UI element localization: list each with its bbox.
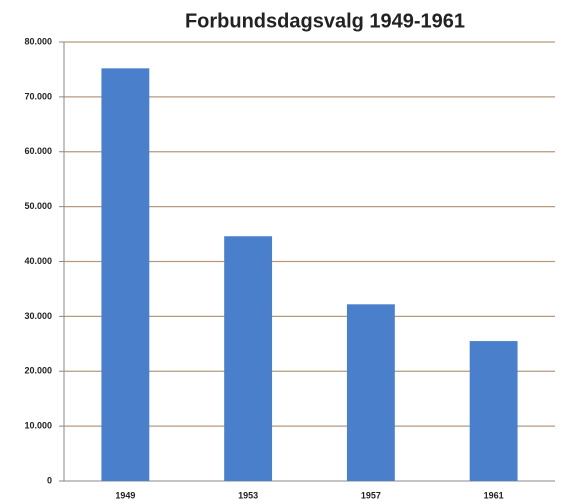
y-tick-label: 20.000 (24, 366, 52, 376)
y-tick-label: 60.000 (24, 146, 52, 156)
bar (224, 236, 273, 481)
bar (469, 341, 518, 481)
y-tick-label: 50.000 (24, 201, 52, 211)
y-tick-label: 40.000 (24, 256, 52, 266)
y-tick-label: 70.000 (24, 91, 52, 101)
x-tick-label: 1953 (238, 490, 258, 500)
chart-title: Forbundsdagsvalg 1949-1961 (185, 10, 465, 32)
bar (101, 68, 150, 481)
y-tick-label: 30.000 (24, 311, 52, 321)
y-tick-label: 80.000 (24, 36, 52, 46)
x-tick-label: 1961 (484, 490, 504, 500)
x-tick-label: 1949 (115, 490, 135, 500)
bar (346, 304, 395, 481)
x-tick-label: 1957 (361, 490, 381, 500)
y-tick-label: 10.000 (24, 421, 52, 431)
y-tick-label: 0 (47, 475, 52, 485)
